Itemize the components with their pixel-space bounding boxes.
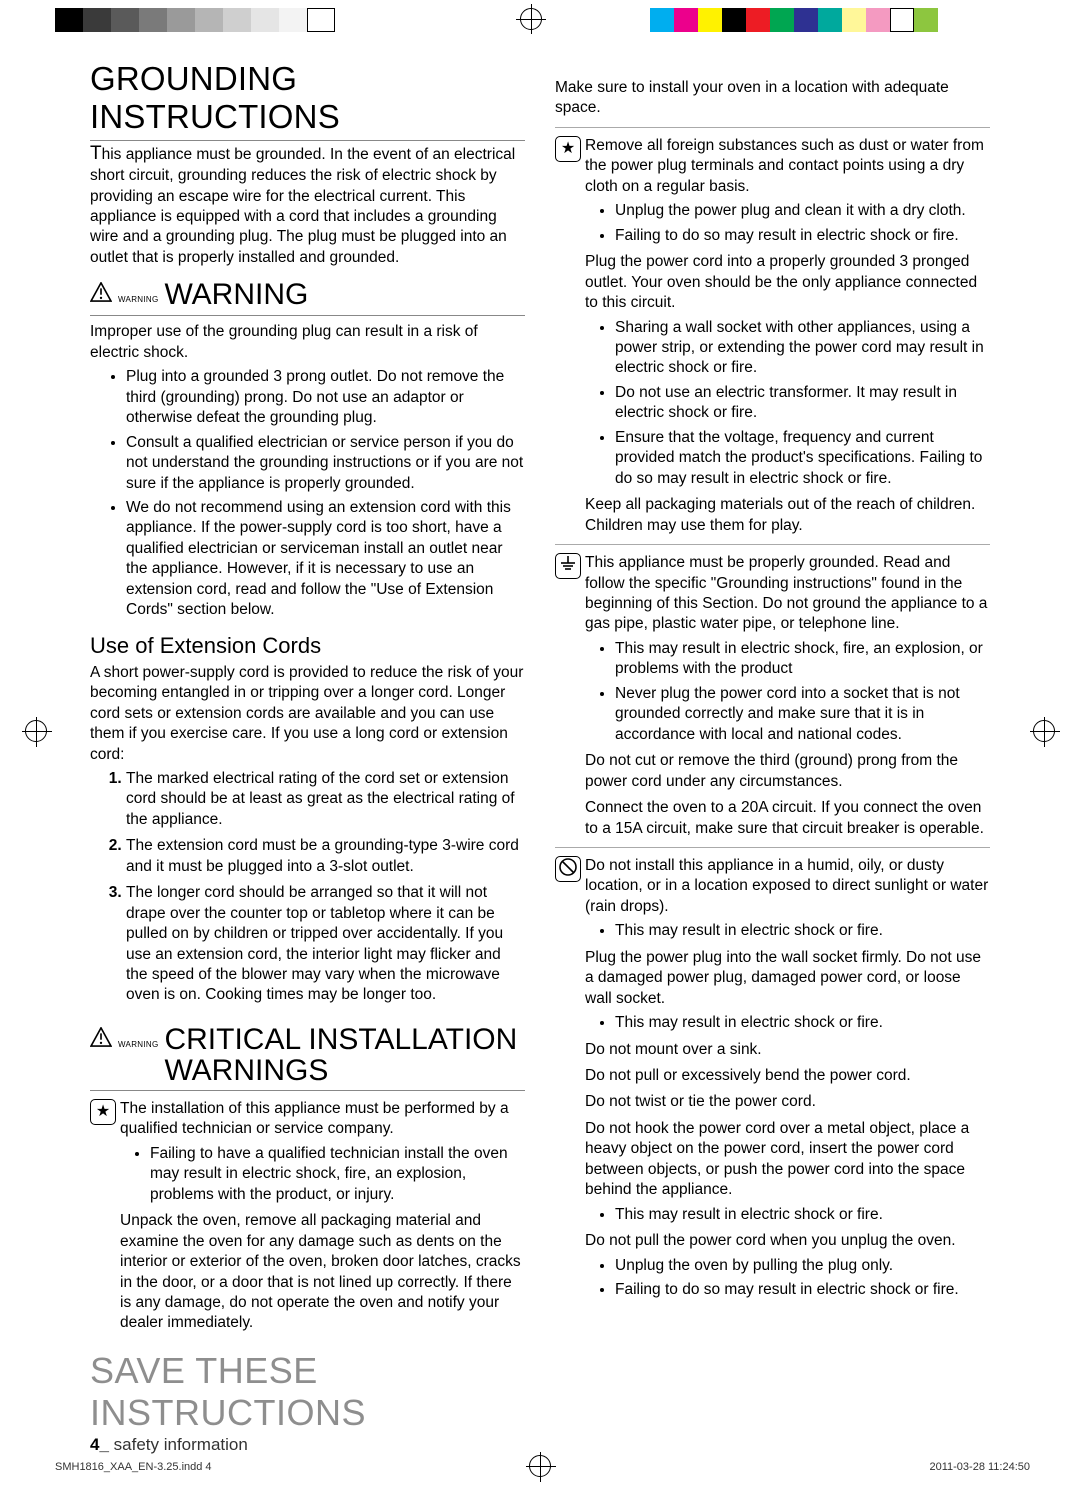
extension-cords-heading: Use of Extension Cords xyxy=(90,633,525,659)
list-item: Plug into a grounded 3 prong outlet. Do … xyxy=(126,367,525,428)
printer-marks xyxy=(0,8,1080,40)
list-item: This may result in electric shock, fire,… xyxy=(615,639,990,680)
grounding-paragraph: This appliance must be grounded. In the … xyxy=(90,141,525,268)
list-item: This may result in electric shock or fir… xyxy=(615,1013,990,1033)
list-item: The longer cord should be arranged so th… xyxy=(126,883,525,1006)
pull-paragraph: Do not pull the power cord when you unpl… xyxy=(585,1231,990,1251)
registration-mark-icon xyxy=(1033,720,1055,742)
space-paragraph: Make sure to install your oven in a loca… xyxy=(555,78,990,119)
save-instructions: SAVE THESE INSTRUCTIONS xyxy=(90,1350,525,1434)
warning-small-label: WARNING xyxy=(118,1041,158,1049)
prohibit-block: Do not install this appliance in a humid… xyxy=(555,847,990,1305)
packaging-paragraph: Keep all packaging materials out of the … xyxy=(585,495,990,536)
critical-label: CRITICAL INSTALLATION WARNINGS xyxy=(164,1024,525,1087)
connect-paragraph: Connect the oven to a 20A circuit. If yo… xyxy=(585,798,990,839)
warning-triangle-icon xyxy=(90,276,112,310)
registration-mark-icon xyxy=(520,8,542,30)
bend-paragraph: Do not pull or excessively bend the powe… xyxy=(585,1066,990,1086)
warning-triangle-icon xyxy=(90,1022,112,1054)
list-item: We do not recommend using an extension c… xyxy=(126,498,525,621)
left-column: GROUNDING INSTRUCTIONS This appliance mu… xyxy=(90,60,525,1456)
list-item: Unplug the oven by pulling the plug only… xyxy=(615,1256,990,1276)
unpack-paragraph: Unpack the oven, remove all packaging ma… xyxy=(120,1211,525,1334)
warning-bullets: Plug into a grounded 3 prong outlet. Do … xyxy=(90,367,525,620)
list-item: This may result in electric shock or fir… xyxy=(615,1205,990,1225)
warning-label: WARNING xyxy=(164,278,308,312)
list-item: Failing to do so may result in electric … xyxy=(615,226,990,246)
right-column: Make sure to install your oven in a loca… xyxy=(555,60,990,1456)
list-item: The extension cord must be a grounding-t… xyxy=(126,836,525,877)
timestamp: 2011-03-28 11:24:50 xyxy=(929,1461,1030,1473)
install-paragraph: The installation of this appliance must … xyxy=(120,1099,525,1140)
humid-paragraph: Do not install this appliance in a humid… xyxy=(585,856,990,917)
list-item: The marked electrical rating of the cord… xyxy=(126,769,525,830)
list-item: Failing to have a qualified technician i… xyxy=(150,1144,525,1205)
star-icon: ★ xyxy=(90,1099,116,1125)
grayscale-swatches xyxy=(55,8,335,32)
prohibit-icon xyxy=(555,856,581,882)
extension-cords-paragraph: A short power-supply cord is provided to… xyxy=(90,663,525,765)
list-item: Unplug the power plug and clean it with … xyxy=(615,201,990,221)
plug-paragraph: Plug the power cord into a properly grou… xyxy=(585,252,990,313)
grounding-heading: GROUNDING INSTRUCTIONS xyxy=(90,60,525,136)
warning-small-label: WARNING xyxy=(118,295,158,304)
registration-mark-icon xyxy=(529,1455,551,1477)
star-icon: ★ xyxy=(555,136,581,162)
list-item: Never plug the power cord into a socket … xyxy=(615,684,990,745)
twist-paragraph: Do not twist or tie the power cord. xyxy=(585,1092,990,1112)
install-block: ★ The installation of this appliance mus… xyxy=(90,1099,525,1334)
list-item: Consult a qualified electrician or servi… xyxy=(126,433,525,494)
ground-paragraph: This appliance must be properly grounded… xyxy=(585,553,990,635)
warning-heading: WARNING WARNING xyxy=(90,278,525,316)
ground-block: This appliance must be properly grounded… xyxy=(555,544,990,839)
critical-heading: WARNING CRITICAL INSTALLATION WARNINGS xyxy=(90,1024,525,1091)
page-footer: 4_ safety information xyxy=(90,1434,525,1456)
warning-intro: Improper use of the grounding plug can r… xyxy=(90,322,525,363)
list-item: Ensure that the voltage, frequency and c… xyxy=(615,428,990,489)
extension-cords-list: The marked electrical rating of the cord… xyxy=(90,769,525,1006)
sink-paragraph: Do not mount over a sink. xyxy=(585,1040,990,1060)
hook-paragraph: Do not hook the power cord over a metal … xyxy=(585,1119,990,1201)
clean-paragraph: Remove all foreign substances such as du… xyxy=(585,136,990,197)
clean-block: ★ Remove all foreign substances such as … xyxy=(555,127,990,536)
list-item: Failing to do so may result in electric … xyxy=(615,1280,990,1300)
color-swatches xyxy=(650,8,938,32)
registration-mark-icon xyxy=(25,720,47,742)
list-item: Do not use an electric transformer. It m… xyxy=(615,383,990,424)
cut-paragraph: Do not cut or remove the third (ground) … xyxy=(585,751,990,792)
firm-paragraph: Plug the power plug into the wall socket… xyxy=(585,948,990,1009)
list-item: Sharing a wall socket with other applian… xyxy=(615,318,990,379)
list-item: This may result in electric shock or fir… xyxy=(615,921,990,941)
ground-icon xyxy=(555,553,581,579)
file-name: SMH1816_XAA_EN-3.25.indd 4 xyxy=(55,1461,212,1473)
